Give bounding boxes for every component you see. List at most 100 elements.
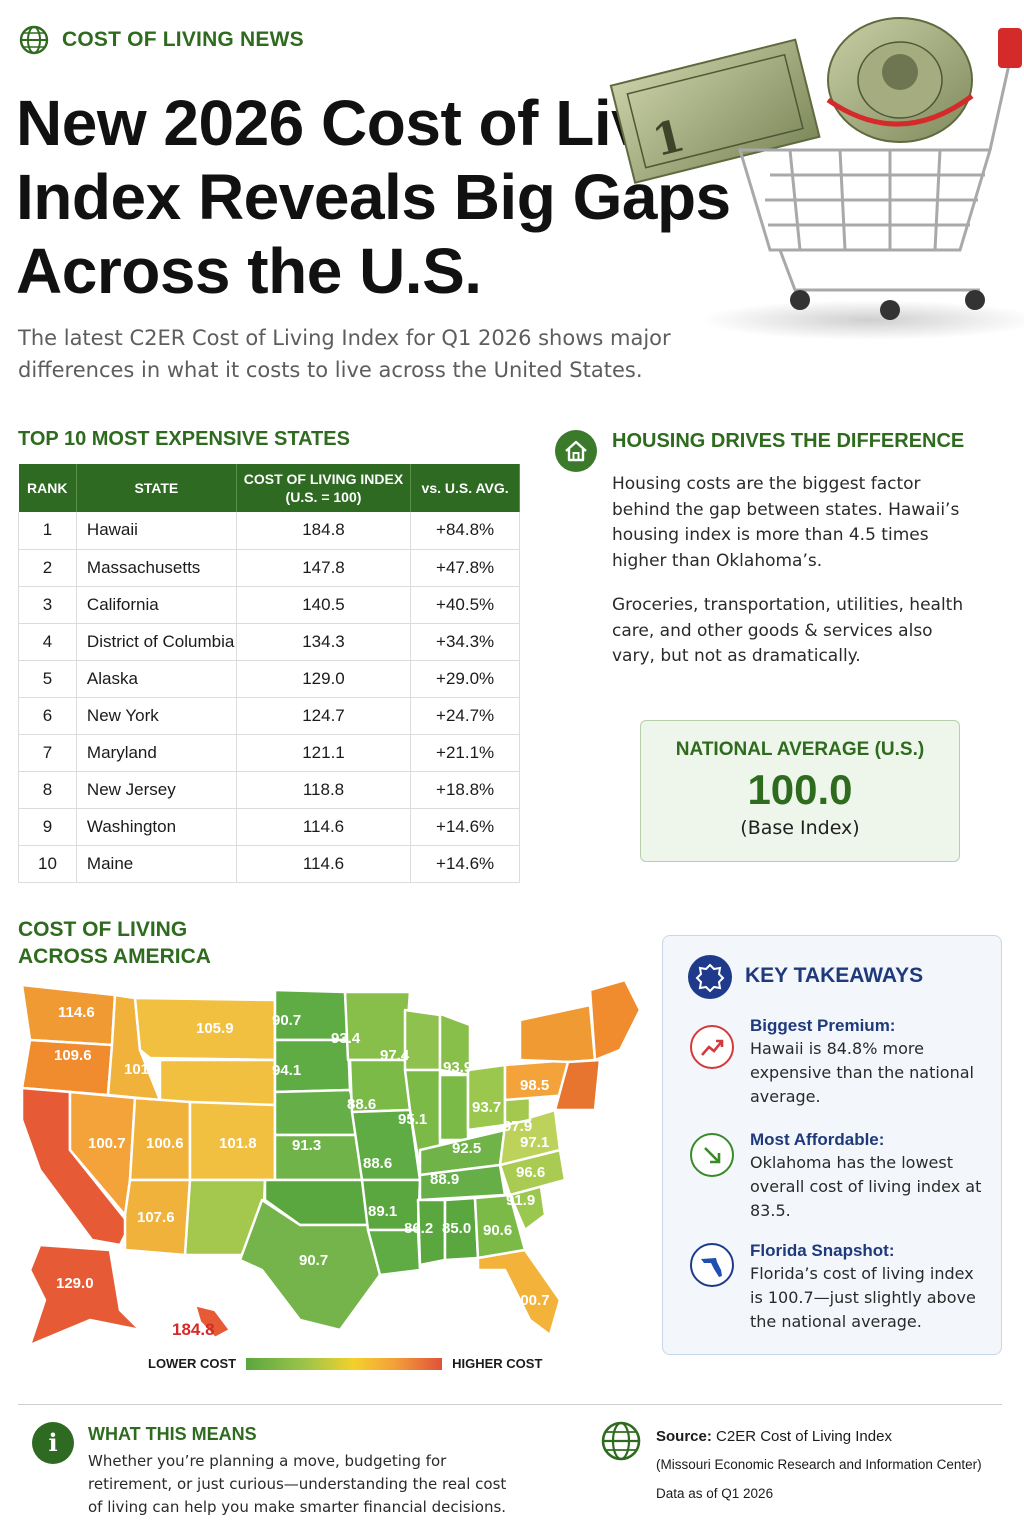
map-value-label: 91.9 xyxy=(506,1192,535,1209)
globe-icon xyxy=(601,1421,641,1461)
map-value-label: 100.6 xyxy=(146,1135,184,1152)
takeaway-body: Oklahoma has the lowest overall cost of … xyxy=(750,1153,982,1220)
map-region-louisiana xyxy=(366,1228,422,1277)
key-takeaways-title: KEY TAKEAWAYS xyxy=(745,964,924,987)
table-row: 3 California 140.5 +40.5% xyxy=(18,586,520,624)
map-region-florida xyxy=(476,1248,562,1337)
trend-up-icon xyxy=(690,1025,734,1069)
map-value-label: 114.6 xyxy=(58,1004,95,1021)
map-region-arizona xyxy=(123,1178,192,1257)
legend-low-label: LOWER COST xyxy=(148,1356,237,1371)
table-row: 2 Massachusetts 147.8 +47.8% xyxy=(18,549,520,587)
source-name: C2ER Cost of Living Index xyxy=(716,1428,892,1445)
state-cell: Washington xyxy=(76,808,237,846)
housing-paragraph-1: Housing costs are the biggest factor beh… xyxy=(612,474,960,571)
header-rank: RANK xyxy=(18,464,77,512)
subtitle: The latest C2ER Cost of Living Index for… xyxy=(18,326,671,382)
source-line: Source: C2ER Cost of Living Index xyxy=(656,1428,892,1445)
map-value-label: 97.1 xyxy=(520,1134,549,1151)
index-cell: 129.0 xyxy=(236,660,412,698)
state-cell: Massachusetts xyxy=(76,549,237,587)
map-value-label: 97.4 xyxy=(380,1047,410,1064)
map-value-label: 107.6 xyxy=(137,1209,175,1226)
house-icon xyxy=(555,430,597,472)
table-body: 1 Hawaii 184.8 +84.8% 2 Massachusetts 147.8 +47… xyxy=(18,512,520,883)
map-region-alaska xyxy=(28,1243,142,1347)
what-this-means-body: Whether you’re planning a move, budgetin… xyxy=(88,1452,507,1516)
rank-cell: 8 xyxy=(18,771,77,809)
vs-avg-cell: +34.3% xyxy=(410,623,520,661)
map-region-wyoming xyxy=(158,1058,277,1107)
map-region-wisconsin xyxy=(403,1008,442,1072)
map-value-label: 105.9 xyxy=(196,1020,234,1037)
map-value-label: 91.3 xyxy=(292,1137,321,1154)
source-label: Source: xyxy=(656,1428,712,1445)
rank-cell: 4 xyxy=(18,623,77,661)
vs-avg-cell: +21.1% xyxy=(410,734,520,772)
index-cell: 114.6 xyxy=(236,808,412,846)
state-cell: New Jersey xyxy=(76,771,237,809)
info-icon: i xyxy=(32,1422,74,1464)
table-row: 10 Maine 114.6 +14.6% xyxy=(18,845,520,883)
map-value-label: 93.9 xyxy=(443,1059,472,1076)
index-cell: 147.8 xyxy=(236,549,412,587)
map-value-label: 98.5 xyxy=(520,1077,549,1094)
table-row: 8 New Jersey 118.8 +18.8% xyxy=(18,771,520,809)
rank-cell: 2 xyxy=(18,549,77,587)
table-row: 7 Maryland 121.1 +21.1% xyxy=(18,734,520,772)
index-cell: 118.8 xyxy=(236,771,412,809)
map-title: COST OF LIVING ACROSS AMERICA xyxy=(18,918,211,968)
map-legend: LOWER COST HIGHER COST xyxy=(148,1356,542,1371)
arrow-down-icon xyxy=(690,1133,734,1177)
map-region-new-england xyxy=(588,978,642,1062)
map-region-new-york xyxy=(518,1003,597,1064)
map-value-label: 93.7 xyxy=(472,1099,501,1116)
vs-avg-cell: +29.0% xyxy=(410,660,520,698)
state-cell: Alaska xyxy=(76,660,237,698)
table-row: 9 Washington 114.6 +14.6% xyxy=(18,808,520,846)
map-region-hawaii xyxy=(149,1278,232,1340)
map-value-label: 100.7 xyxy=(512,1292,550,1309)
map-value-label: 90.7 xyxy=(299,1252,328,1269)
map-value-label: 101.8 xyxy=(219,1135,257,1152)
map-value-label: 184.8 xyxy=(172,1320,215,1339)
takeaway-head: Florida Snapshot: xyxy=(750,1241,895,1260)
us-cost-map: 114.6 109.6 105.9 90.7 93.4 97.4 94.1 101.7 93.9… xyxy=(20,978,642,1347)
state-cell: Maine xyxy=(76,845,237,883)
table-row: 4 District of Columbia 134.3 +34.3% xyxy=(18,623,520,661)
vs-avg-cell: +40.5% xyxy=(410,586,520,624)
national-average-label: NATIONAL AVERAGE (U.S.) xyxy=(675,739,925,760)
state-cell: California xyxy=(76,586,237,624)
vs-avg-cell: +47.8% xyxy=(410,549,520,587)
housing-paragraph-2: Groceries, transportation, utilities, he… xyxy=(612,595,964,666)
rank-cell: 7 xyxy=(18,734,77,772)
national-average-value: 100.0 xyxy=(747,766,853,813)
index-cell: 184.8 xyxy=(236,512,412,550)
vs-avg-cell: +14.6% xyxy=(410,845,520,883)
map-value-label: 88.6 xyxy=(363,1155,392,1172)
map-value-label: 89.1 xyxy=(368,1203,397,1220)
map-value-label: 85.0 xyxy=(442,1220,471,1237)
map-value-label: 92.5 xyxy=(452,1140,481,1157)
state-cell: Hawaii xyxy=(76,512,237,550)
map-value-label: 96.6 xyxy=(516,1164,545,1181)
map-value-label: 97.9 xyxy=(503,1118,532,1135)
map-value-label: 88.9 xyxy=(430,1171,459,1188)
map-value-label: 93.4 xyxy=(331,1030,361,1047)
map-region-mid-atlantic xyxy=(553,1058,602,1112)
index-cell: 124.7 xyxy=(236,697,412,735)
legend-gradient-bar xyxy=(246,1357,443,1370)
rank-cell: 10 xyxy=(18,845,77,883)
hero-money-cart-image: 1 xyxy=(609,17,1024,340)
vs-avg-cell: +18.8% xyxy=(410,771,520,809)
what-this-means-title: WHAT THIS MEANS xyxy=(88,1424,257,1444)
takeaway-item-premium: Biggest Premium: Hawaii is 84.8% more ex… xyxy=(750,1016,990,1109)
table-row: 5 Alaska 129.0 +29.0% xyxy=(18,660,520,698)
globe-icon xyxy=(19,25,49,55)
rank-cell: 1 xyxy=(18,512,77,550)
takeaway-head: Biggest Premium: xyxy=(750,1016,896,1035)
data-as-of: Data as of Q1 2026 xyxy=(656,1486,774,1501)
takeaway-item-affordable: Most Affordable: Oklahoma has the lowest… xyxy=(750,1130,990,1223)
header-state: STATE xyxy=(76,464,237,512)
state-cell: District of Columbia xyxy=(76,623,237,661)
